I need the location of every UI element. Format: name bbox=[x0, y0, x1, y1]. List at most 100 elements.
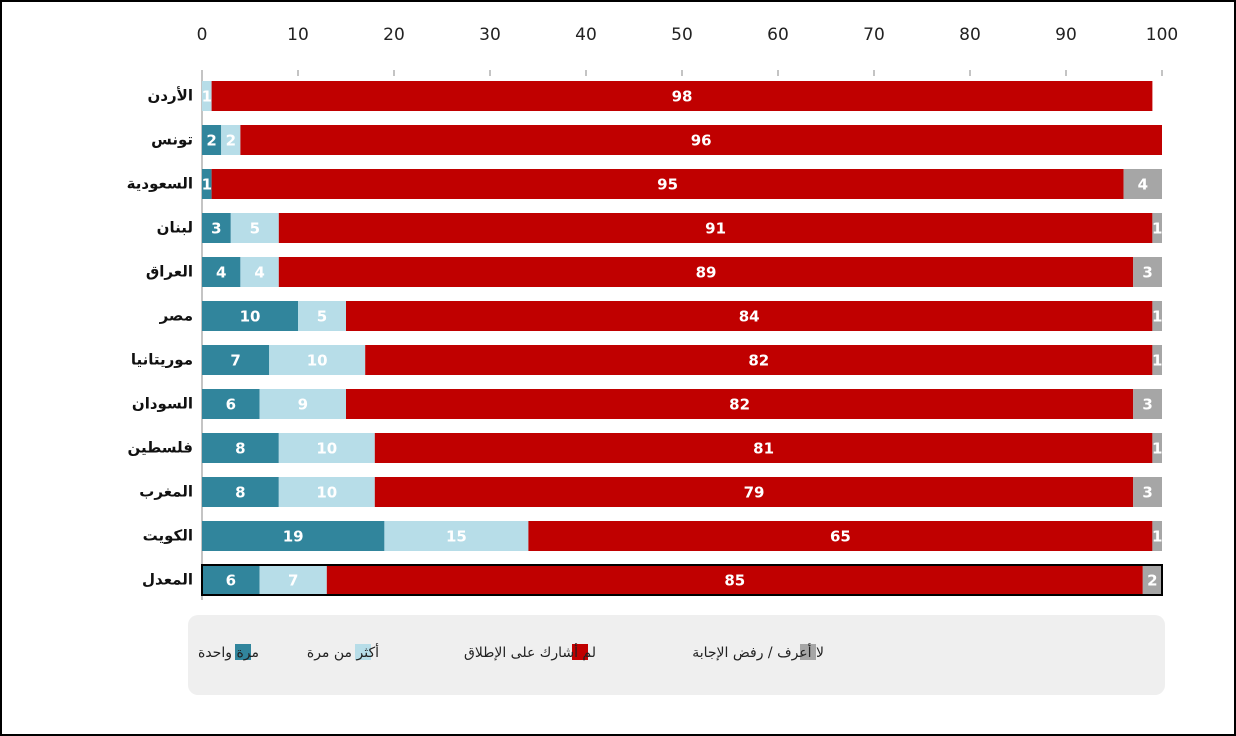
bar-segment bbox=[1142, 565, 1162, 595]
data-label: 2 bbox=[206, 132, 216, 150]
data-label: 7 bbox=[288, 572, 298, 590]
bar-segment bbox=[202, 345, 270, 375]
bar-segment bbox=[528, 521, 1153, 551]
legend-label: لا أعرف / رفض الإجابة bbox=[692, 643, 824, 661]
bar-segment bbox=[240, 257, 279, 287]
x-tick-label: 10 bbox=[287, 25, 309, 45]
bar-segment bbox=[1152, 433, 1162, 463]
bar-segment bbox=[326, 565, 1143, 595]
category-label: السعودية bbox=[127, 175, 193, 193]
data-label: 3 bbox=[1142, 396, 1152, 414]
x-tick-label: 0 bbox=[197, 25, 208, 45]
category-label: موريتانيا bbox=[131, 351, 193, 369]
bar-segment bbox=[211, 81, 1153, 111]
bar-segment bbox=[1133, 389, 1162, 419]
bar-segment bbox=[202, 257, 241, 287]
bar-segment bbox=[1123, 169, 1162, 199]
x-tick-label: 60 bbox=[767, 25, 789, 45]
bar-segment bbox=[346, 389, 1134, 419]
x-tick-label: 100 bbox=[1146, 25, 1178, 45]
category-label: الكويت bbox=[143, 527, 193, 545]
x-tick-label: 20 bbox=[383, 25, 405, 45]
data-label: 5 bbox=[317, 308, 327, 326]
category-label: فلسطين bbox=[128, 439, 193, 457]
bar-segment bbox=[202, 433, 279, 463]
data-label: 8 bbox=[235, 484, 245, 502]
bar-segment bbox=[259, 565, 327, 595]
bar-segment bbox=[269, 345, 366, 375]
x-tick-label: 50 bbox=[671, 25, 693, 45]
data-label: 1 bbox=[1152, 440, 1162, 458]
bar-segment bbox=[240, 125, 1162, 155]
bar-segment bbox=[278, 257, 1134, 287]
bar-segment bbox=[374, 477, 1134, 507]
x-tick-label: 90 bbox=[1055, 25, 1077, 45]
bar-segment bbox=[202, 301, 298, 331]
data-label: 82 bbox=[748, 352, 769, 370]
category-label: المعدل bbox=[142, 571, 193, 589]
data-label: 10 bbox=[316, 440, 337, 458]
bar-segment bbox=[384, 521, 529, 551]
data-label: 1 bbox=[202, 176, 212, 194]
data-label: 7 bbox=[230, 352, 240, 370]
data-label: 65 bbox=[830, 528, 851, 546]
bar-segment bbox=[202, 565, 260, 595]
bar-segment bbox=[202, 213, 231, 243]
x-tick-label: 40 bbox=[575, 25, 597, 45]
bar-segment bbox=[202, 521, 385, 551]
legend-swatch bbox=[235, 644, 251, 660]
bar-segment bbox=[202, 125, 222, 155]
data-label: 5 bbox=[250, 220, 260, 238]
data-label: 81 bbox=[753, 440, 774, 458]
data-label: 1 bbox=[1152, 308, 1162, 326]
legend-label: مرة واحدة bbox=[198, 645, 259, 661]
category-label: السودان bbox=[132, 395, 193, 413]
data-label: 6 bbox=[226, 572, 236, 590]
bar-segment bbox=[221, 125, 241, 155]
data-label: 79 bbox=[744, 484, 765, 502]
category-label: تونس bbox=[151, 131, 193, 149]
bar-segment bbox=[202, 81, 212, 111]
legend-swatch bbox=[572, 644, 588, 660]
category-label: العراق bbox=[146, 263, 193, 281]
bar-segment bbox=[1152, 213, 1162, 243]
data-label: 91 bbox=[705, 220, 726, 238]
data-label: 4 bbox=[254, 264, 264, 282]
bar-segment bbox=[259, 389, 346, 419]
bar-segment bbox=[1133, 257, 1162, 287]
legend-swatch bbox=[355, 644, 371, 660]
data-label: 1 bbox=[1152, 220, 1162, 238]
data-label: 3 bbox=[211, 220, 221, 238]
bar-segment bbox=[202, 389, 260, 419]
data-label: 4 bbox=[1138, 176, 1148, 194]
data-label: 19 bbox=[283, 528, 304, 546]
data-label: 82 bbox=[729, 396, 750, 414]
category-label: مصر bbox=[159, 307, 193, 325]
data-label: 10 bbox=[307, 352, 328, 370]
data-label: 89 bbox=[696, 264, 717, 282]
category-label: الأردن bbox=[148, 87, 193, 105]
category-label: لبنان bbox=[157, 219, 193, 237]
data-label: 6 bbox=[226, 396, 236, 414]
bar-segment bbox=[278, 433, 375, 463]
bar-segment bbox=[346, 301, 1153, 331]
legend-box bbox=[188, 615, 1165, 695]
data-label: 2 bbox=[1147, 572, 1157, 590]
legend-swatch bbox=[800, 644, 816, 660]
data-label: 1 bbox=[1152, 352, 1162, 370]
category-label: المغرب bbox=[139, 483, 193, 501]
data-label: 96 bbox=[691, 132, 712, 150]
bar-segment bbox=[211, 169, 1124, 199]
data-label: 8 bbox=[235, 440, 245, 458]
bar-segment bbox=[1152, 521, 1162, 551]
bar-segment bbox=[365, 345, 1153, 375]
x-tick-label: 30 bbox=[479, 25, 501, 45]
x-tick-label: 80 bbox=[959, 25, 981, 45]
data-label: 95 bbox=[657, 176, 678, 194]
legend-label: أكثر من مرة bbox=[307, 643, 379, 661]
bar-segment bbox=[202, 169, 212, 199]
data-label: 4 bbox=[216, 264, 226, 282]
bar-segment bbox=[1133, 477, 1162, 507]
data-label: 2 bbox=[226, 132, 236, 150]
bar-segment bbox=[278, 213, 1153, 243]
